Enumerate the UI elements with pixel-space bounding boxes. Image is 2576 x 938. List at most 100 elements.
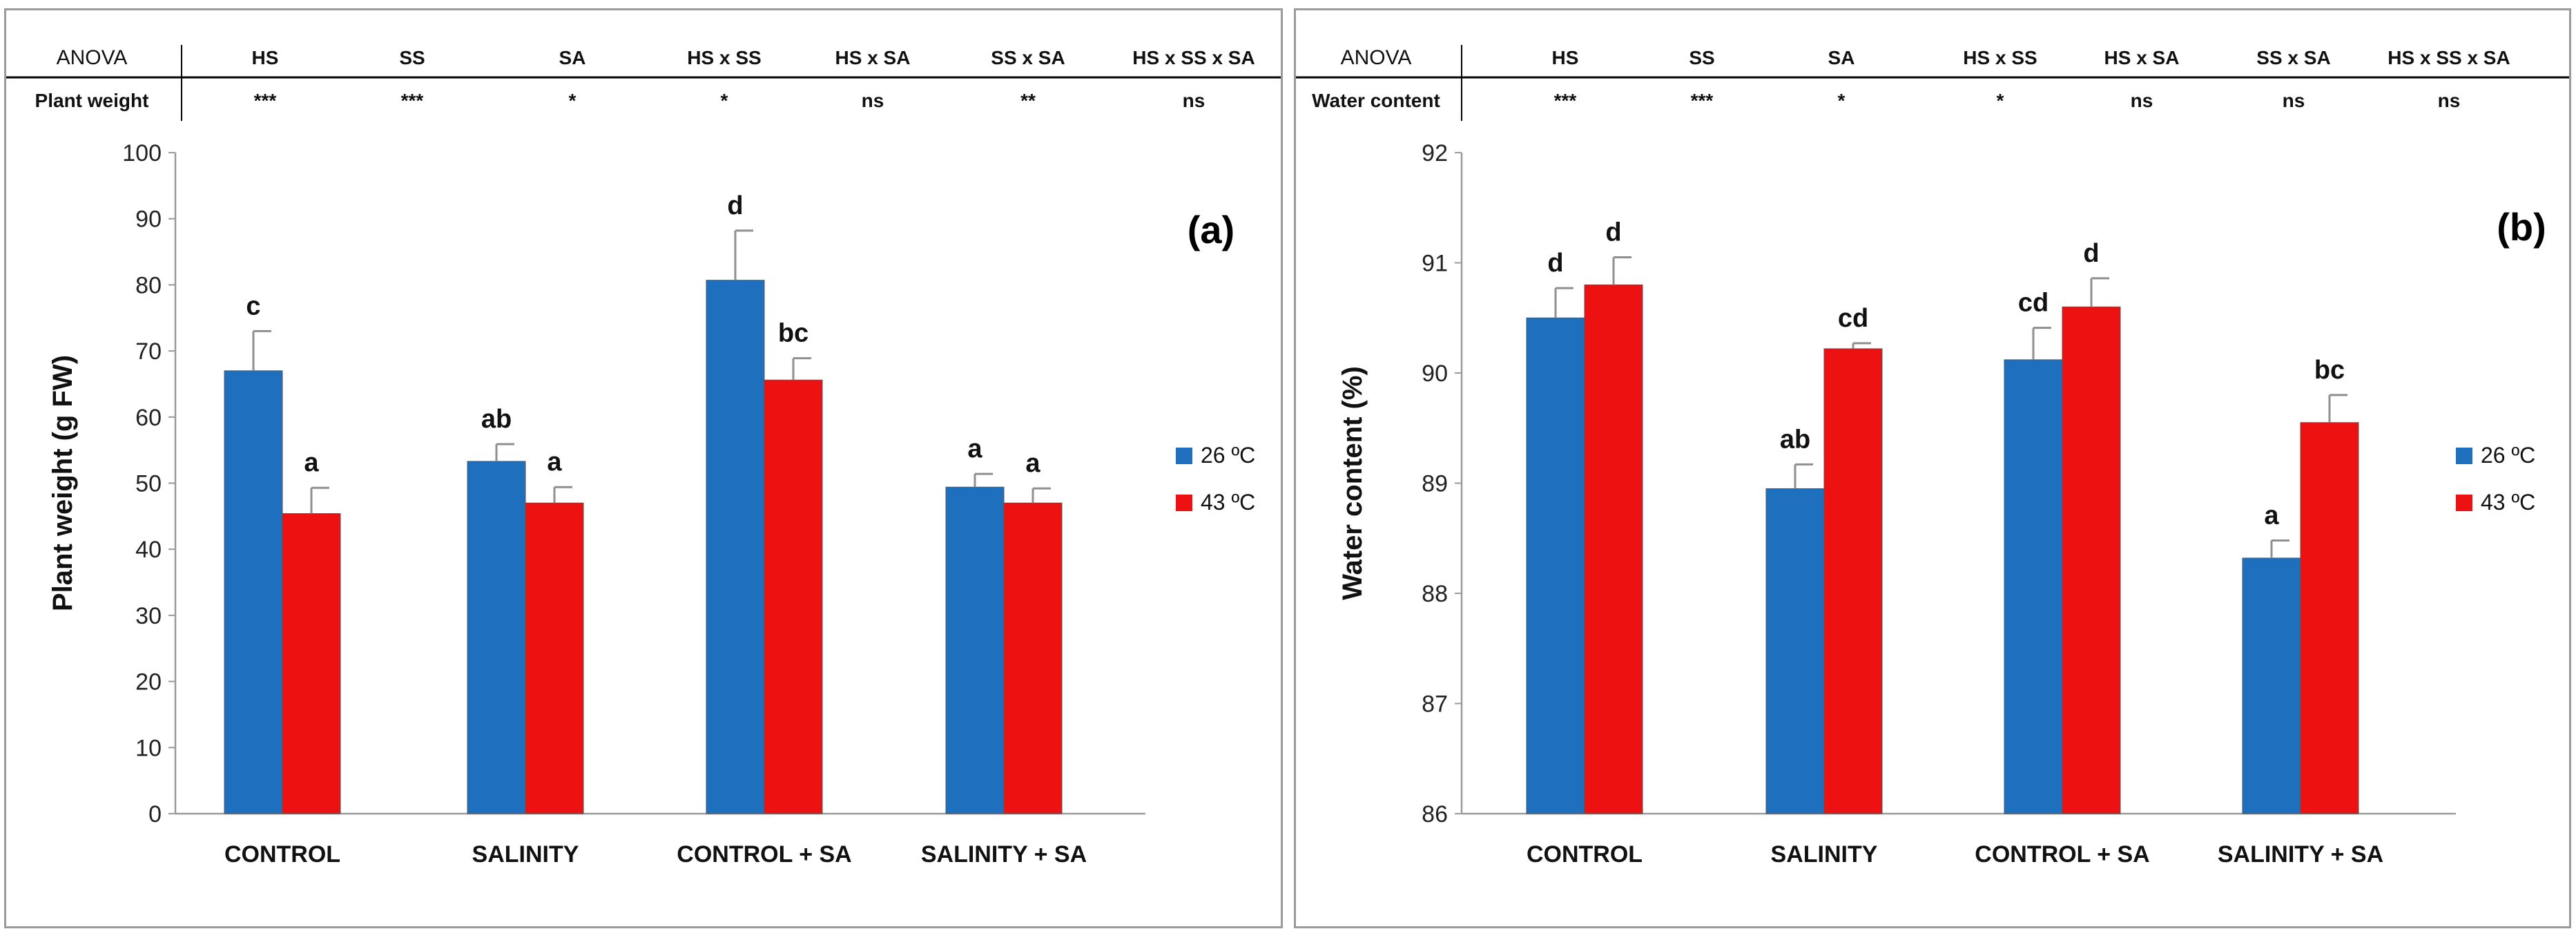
y-tick-label: 90	[135, 207, 162, 233]
y-tick-label: 10	[135, 735, 162, 761]
anova-factor: SS x SA	[991, 47, 1065, 68]
y-tick-label: 40	[135, 537, 162, 563]
significance-letter: cd	[2018, 289, 2049, 318]
x-category-label: SALINITY	[472, 841, 579, 868]
bar-43c	[1003, 502, 1063, 814]
anova-factor: SS	[1689, 47, 1714, 68]
y-axis-label: Water content (%)	[1337, 366, 1368, 600]
panel-label: (b)	[2497, 205, 2546, 249]
anova-factor: HS	[252, 47, 279, 68]
bar-43c	[2062, 306, 2121, 814]
anova-factor: HS x SS x SA	[2388, 47, 2510, 68]
anova-significance: ns	[2131, 90, 2153, 111]
significance-letter: a	[967, 434, 982, 463]
x-category-label: CONTROL	[1527, 841, 1643, 868]
anova-significance: ***	[1691, 90, 1714, 111]
y-tick-label: 80	[135, 272, 162, 298]
anova-factor: SA	[1828, 47, 1855, 68]
anova-factor: HS x SS	[1963, 47, 2037, 68]
legend-label: 26 ºC	[2481, 443, 2535, 468]
legend-swatch	[1176, 448, 1192, 464]
bar-26c	[467, 461, 526, 814]
anova-significance: ***	[254, 90, 277, 111]
anova-factor: HS x SS x SA	[1132, 47, 1255, 68]
y-tick-label: 20	[135, 669, 162, 696]
bar-43c	[525, 502, 584, 814]
y-tick-label: 70	[135, 338, 162, 365]
x-category-label: CONTROL + SA	[677, 841, 851, 868]
x-category-label: SALINITY + SA	[921, 841, 1087, 868]
significance-letter: a	[1025, 449, 1040, 478]
anova-row-label: Water content	[1312, 90, 1440, 111]
anova-significance: ns	[1183, 90, 1205, 111]
significance-letter: ab	[1780, 425, 1810, 454]
bar-26c	[945, 486, 1005, 814]
x-category-label: CONTROL	[224, 841, 340, 868]
y-tick-label: 92	[1422, 140, 1448, 166]
anova-significance: ns	[862, 90, 884, 111]
bar-chart-a: 0 10 20 30 40 50 60 70 80 90 100 Plant weight (g FW…	[48, 140, 1255, 868]
legend-label: 43 ºC	[2481, 490, 2535, 515]
y-tick-label: 89	[1422, 471, 1448, 497]
bar-26c	[706, 280, 765, 814]
panel-a: ANOVA Plant weight HS *** SS *** SA * HS x SS * HS…	[4, 8, 1283, 928]
anova-factor: HS x SS	[687, 47, 761, 68]
bar-26c	[2242, 557, 2301, 814]
significance-letter: a	[547, 448, 562, 477]
bar-43c	[1584, 284, 1643, 814]
y-tick-label: 0	[148, 801, 162, 827]
anova-row-label: Plant weight	[35, 90, 149, 111]
significance-letter: d	[727, 191, 743, 220]
y-tick-label: 100	[122, 140, 162, 166]
panel-label: (a)	[1188, 208, 1234, 251]
legend-label: 26 ºC	[1201, 443, 1255, 468]
significance-letter: d	[1547, 249, 1563, 278]
legend-swatch	[2456, 495, 2472, 511]
anova-header-label: ANOVA	[57, 46, 128, 69]
y-axis-label: Plant weight (g FW)	[48, 355, 78, 611]
legend-swatch	[2456, 448, 2472, 464]
bar-26c	[1765, 488, 1825, 814]
anova-factor: SA	[559, 47, 586, 68]
legend-label: 43 ºC	[1201, 490, 1255, 515]
y-tick-label: 88	[1422, 581, 1448, 607]
anova-factor: SS x SA	[2256, 47, 2330, 68]
anova-factor: SS	[399, 47, 425, 68]
anova-significance: *	[1997, 90, 2004, 111]
bar-43c	[2300, 422, 2359, 814]
x-category-label: SALINITY	[1771, 841, 1878, 868]
y-tick-label: 50	[135, 471, 162, 497]
significance-letter: bc	[778, 319, 808, 348]
y-tick-label: 90	[1422, 361, 1448, 387]
significance-letter: ab	[481, 405, 512, 434]
significance-letter: c	[246, 291, 260, 320]
anova-significance: *	[1838, 90, 1846, 111]
anova-significance: ***	[1554, 90, 1577, 111]
y-tick-label: 86	[1422, 801, 1448, 827]
anova-table-a: ANOVA Plant weight HS *** SS *** SA * HS x SS * HS…	[6, 45, 1281, 121]
anova-significance: *	[721, 90, 728, 111]
y-tick-label: 30	[135, 603, 162, 629]
x-category-label: SALINITY + SA	[2218, 841, 2383, 868]
panel-b: ANOVA Water content HS *** SS *** SA * HS x SS * H…	[1294, 8, 2571, 928]
bar-43c	[1823, 348, 1883, 814]
anova-significance: ns	[2283, 90, 2305, 111]
anova-significance: ***	[401, 90, 424, 111]
significance-letter: d	[1605, 218, 1621, 247]
anova-factor: HS	[1552, 47, 1579, 68]
significance-letter: a	[2264, 501, 2279, 530]
significance-letter: bc	[2314, 356, 2345, 385]
anova-significance: ns	[2438, 90, 2461, 111]
y-tick-label: 91	[1422, 251, 1448, 277]
bar-43c	[282, 513, 341, 814]
y-tick-label: 60	[135, 405, 162, 431]
bar-43c	[764, 379, 823, 814]
y-tick-label: 87	[1422, 691, 1448, 718]
significance-letter: a	[304, 448, 319, 477]
significance-letter: d	[2083, 239, 2099, 268]
bar-chart-b: 86 87 88 89 90 91 92 Water content (%) d d CONTROL…	[1337, 140, 2546, 868]
anova-significance: *	[569, 90, 577, 111]
anova-significance: **	[1020, 90, 1036, 111]
anova-factor: HS x SA	[835, 47, 911, 68]
anova-table-b: ANOVA Water content HS *** SS *** SA * HS x SS * H…	[1296, 45, 2569, 121]
